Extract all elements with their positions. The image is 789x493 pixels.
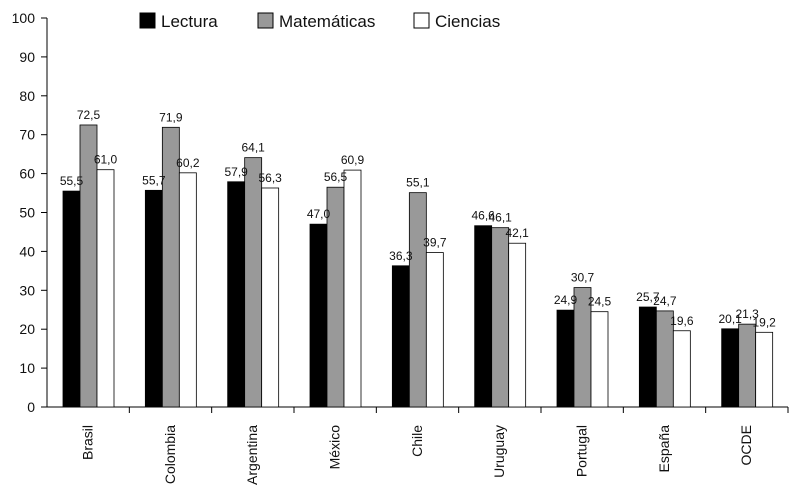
data-label: 19,6 [670, 314, 694, 328]
legend: Lectura Matemáticas Ciencias [139, 12, 500, 31]
y-tick-label: 10 [19, 360, 35, 376]
x-category-label: Uruguay [491, 425, 507, 478]
bar-lectura [309, 223, 328, 408]
y-tick-label: 50 [19, 205, 35, 221]
x-axis: Brasil Colombia Argentina México Chile Urugua… [47, 406, 789, 485]
data-label: 47,0 [307, 207, 331, 221]
bar-lectura [391, 265, 410, 408]
bar-lectura [721, 328, 740, 408]
legend-swatch [139, 12, 156, 29]
x-category-label: Portugal [574, 425, 590, 477]
data-label: 55,5 [60, 174, 84, 188]
data-label: 46,6 [471, 209, 495, 223]
y-tick-label: 20 [19, 321, 35, 337]
y-tick-label: 30 [19, 282, 35, 298]
legend-label: Lectura [161, 12, 218, 31]
bar-matemáticas [491, 227, 510, 408]
y-tick-label: 90 [19, 49, 35, 65]
y-tick-label: 40 [19, 243, 35, 259]
data-label: 39,7 [423, 236, 447, 250]
x-category-label: Colombia [162, 425, 178, 484]
bar-lectura [227, 181, 246, 408]
x-category-label: Brasil [80, 425, 96, 460]
legend-swatch [413, 12, 430, 29]
y-axis: 0 10 20 30 40 50 60 70 80 90 100 [12, 10, 48, 415]
data-label: 36,3 [389, 249, 413, 263]
data-label: 60,2 [176, 156, 200, 170]
data-label: 24,5 [588, 295, 612, 309]
data-label: 25,7 [636, 290, 660, 304]
data-label: 19,2 [752, 315, 776, 329]
data-label: 20,1 [718, 312, 742, 326]
data-label: 55,1 [406, 176, 430, 190]
bar-ciencias [755, 331, 774, 408]
bar-matemáticas [408, 192, 427, 408]
bar-ciencias [178, 172, 197, 408]
legend-label: Matemáticas [279, 12, 375, 31]
data-label: 72,5 [77, 108, 101, 122]
bar-ciencias [425, 252, 444, 408]
legend-swatch [257, 12, 274, 29]
y-tick-label: 70 [19, 127, 35, 143]
bar-matemáticas [79, 124, 98, 408]
bar-lectura [556, 309, 575, 408]
x-category-label: México [327, 425, 343, 470]
x-category-label: OCDE [738, 425, 754, 465]
bars [62, 124, 774, 408]
bar-ciencias [590, 311, 609, 408]
bar-lectura [62, 190, 81, 408]
bar-ciencias [508, 242, 527, 408]
bar-ciencias [672, 330, 691, 408]
data-label: 42,1 [505, 226, 529, 240]
x-category-label: Argentina [244, 425, 260, 485]
data-label: 24,7 [653, 294, 677, 308]
data-label: 64,1 [241, 141, 265, 155]
bar-ciencias [96, 169, 115, 408]
bar-lectura [638, 306, 657, 408]
data-label: 61,0 [94, 153, 118, 167]
value-labels: 55,5 72,5 61,0 55,7 71,9 60,2 57,9 64,1 56,3 47,0… [60, 108, 776, 329]
data-label: 57,9 [224, 165, 248, 179]
data-label: 55,7 [142, 173, 166, 187]
bar-matemáticas [244, 157, 263, 408]
y-tick-label: 0 [27, 399, 35, 415]
y-tick-label: 60 [19, 166, 35, 182]
bar-lectura [144, 189, 163, 408]
bar-matemáticas [738, 323, 757, 408]
data-label: 56,3 [258, 171, 282, 185]
data-label: 21,3 [735, 307, 759, 321]
data-label: 30,7 [571, 271, 595, 285]
data-label: 60,9 [341, 153, 365, 167]
data-label: 24,9 [554, 293, 578, 307]
y-tick-label: 80 [19, 88, 35, 104]
x-category-label: Chile [409, 425, 425, 457]
bar-lectura [474, 225, 493, 408]
bar-ciencias [261, 187, 280, 408]
bar-ciencias [343, 169, 362, 408]
data-label: 71,9 [159, 110, 183, 124]
x-category-label: España [656, 425, 672, 473]
y-tick-label: 100 [12, 10, 36, 26]
data-label: 56,5 [324, 170, 348, 184]
data-label: 46,1 [488, 211, 512, 225]
legend-label: Ciencias [435, 12, 500, 31]
